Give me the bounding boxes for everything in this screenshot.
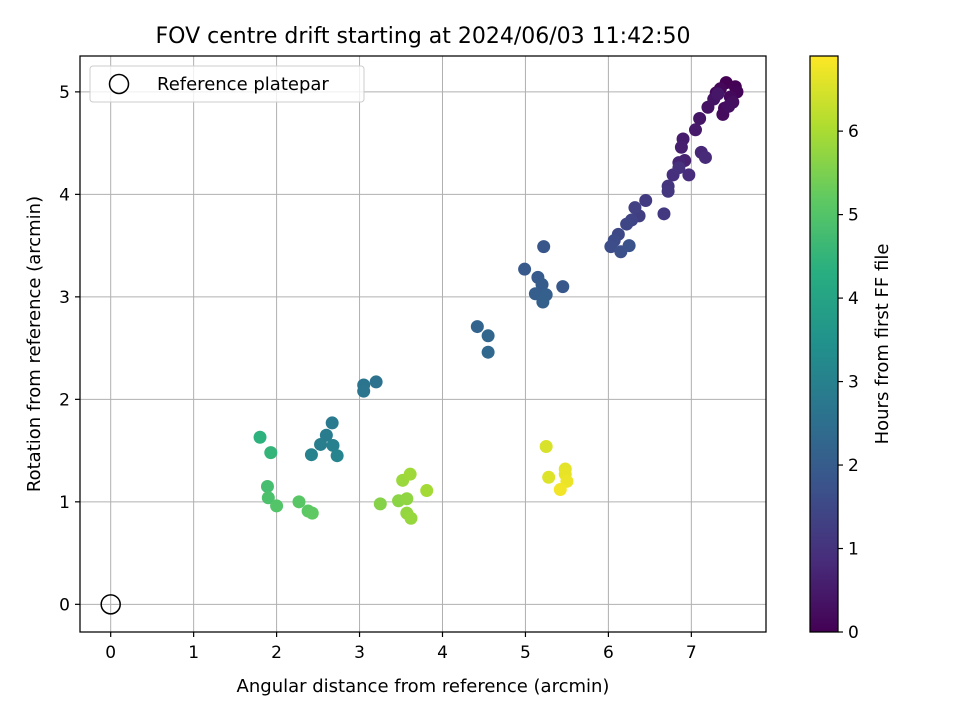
data-point bbox=[518, 262, 532, 276]
data-point bbox=[470, 320, 484, 334]
y-axis-label: Rotation from reference (arcmin) bbox=[24, 196, 45, 492]
data-point bbox=[661, 184, 675, 198]
data-point bbox=[400, 492, 414, 506]
data-point bbox=[292, 495, 306, 509]
legend-box bbox=[89, 65, 365, 103]
colorbar: 0 1 2 3 4 5 6 Hours from first FF file bbox=[809, 55, 893, 643]
data-point bbox=[542, 470, 556, 484]
colorbar-tick-label: 4 bbox=[848, 289, 859, 309]
y-tick-label: 1 bbox=[59, 493, 70, 513]
x-tick-label: 7 bbox=[686, 643, 697, 663]
data-point bbox=[672, 161, 686, 175]
data-point bbox=[373, 497, 387, 511]
x-tick-label: 3 bbox=[354, 643, 365, 663]
data-point bbox=[722, 99, 736, 113]
colorbar-ticks: 0 1 2 3 4 5 6 bbox=[838, 122, 859, 643]
data-point bbox=[305, 506, 319, 520]
legend-entry-reference: Reference platepar bbox=[157, 74, 329, 95]
y-tick-label: 2 bbox=[59, 390, 70, 410]
data-point bbox=[260, 479, 274, 493]
colorbar-tick-label: 1 bbox=[848, 540, 859, 560]
data-point bbox=[481, 345, 495, 359]
colorbar-tick-label: 2 bbox=[848, 456, 859, 476]
data-point bbox=[261, 491, 275, 505]
x-tick-label: 1 bbox=[188, 643, 199, 663]
data-point bbox=[553, 483, 567, 497]
data-point bbox=[420, 484, 434, 498]
data-point bbox=[304, 448, 318, 462]
reference-platepar-marker bbox=[100, 594, 121, 615]
data-point bbox=[628, 201, 642, 215]
x-tick-label: 5 bbox=[520, 643, 531, 663]
x-tick-label: 2 bbox=[271, 643, 282, 663]
data-point bbox=[528, 287, 542, 301]
data-point bbox=[620, 217, 634, 231]
x-tick-label: 6 bbox=[603, 643, 614, 663]
data-point bbox=[622, 239, 636, 253]
data-point bbox=[403, 467, 417, 481]
colorbar-tick-label: 3 bbox=[848, 373, 859, 393]
x-axis-label: Angular distance from reference (arcmin) bbox=[237, 676, 610, 697]
y-tick-label: 5 bbox=[59, 83, 70, 103]
data-point bbox=[556, 280, 570, 294]
data-point bbox=[270, 499, 284, 513]
data-point bbox=[693, 112, 707, 126]
colorbar-gradient bbox=[809, 55, 839, 633]
data-point bbox=[325, 416, 339, 430]
data-point bbox=[357, 384, 371, 398]
y-tick-label: 3 bbox=[59, 288, 70, 308]
colorbar-tick-label: 0 bbox=[848, 623, 859, 643]
x-tick-label: 4 bbox=[437, 643, 448, 663]
data-point bbox=[639, 194, 653, 208]
legend: Reference platepar bbox=[89, 65, 365, 103]
legend-marker-icon bbox=[108, 73, 130, 95]
y-tick-label: 0 bbox=[59, 595, 70, 615]
data-point bbox=[264, 446, 278, 460]
data-point bbox=[536, 295, 550, 309]
colorbar-tick-label: 6 bbox=[848, 122, 859, 142]
x-tick-label: 0 bbox=[105, 643, 116, 663]
data-point bbox=[253, 430, 267, 444]
plot-frame bbox=[79, 55, 767, 633]
chart-title: FOV centre drift starting at 2024/06/03 … bbox=[156, 24, 691, 49]
grid bbox=[80, 56, 766, 632]
data-point bbox=[330, 449, 344, 463]
x-axis-ticks: 0 1 2 3 4 5 6 7 bbox=[105, 632, 697, 663]
colorbar-label: Hours from first FF file bbox=[872, 244, 893, 445]
data-point bbox=[657, 207, 671, 221]
data-point bbox=[711, 87, 725, 101]
data-point bbox=[674, 140, 688, 154]
data-point bbox=[537, 240, 551, 254]
data-point bbox=[404, 511, 418, 525]
data-point bbox=[481, 329, 495, 343]
data-point bbox=[369, 375, 383, 389]
y-axis-ticks: 0 1 2 3 4 5 bbox=[59, 83, 80, 615]
data-point bbox=[535, 278, 549, 292]
data-point bbox=[539, 439, 553, 453]
data-point bbox=[682, 168, 696, 182]
colorbar-tick-label: 5 bbox=[848, 206, 859, 226]
data-point bbox=[698, 150, 712, 164]
data-point bbox=[326, 438, 340, 452]
y-tick-label: 4 bbox=[59, 185, 70, 205]
data-point bbox=[604, 240, 618, 254]
reference-marker bbox=[100, 594, 121, 615]
data-points bbox=[253, 76, 744, 525]
data-point bbox=[688, 123, 702, 137]
data-point bbox=[314, 437, 328, 451]
